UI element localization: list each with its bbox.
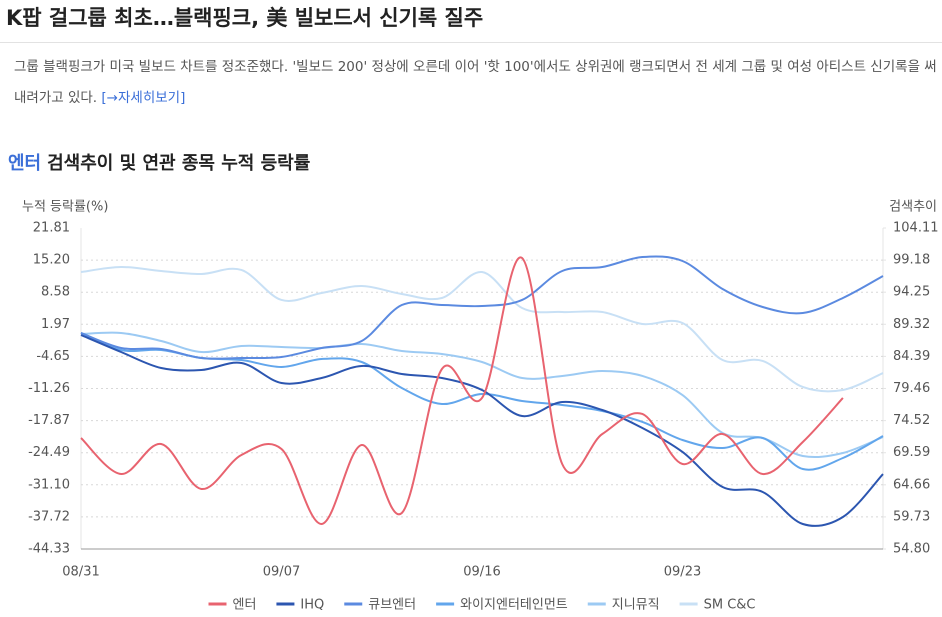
y2-tick-label: 54.80 [893, 542, 930, 557]
y2-tick-label: 94.25 [893, 285, 930, 300]
lines [80, 255, 884, 527]
legend-item: 큐브엔터 [344, 598, 416, 613]
y2-tick-label: 84.39 [893, 349, 930, 364]
legend: 엔터 IHQ 큐브엔터 와이지엔터테인먼트 지니뮤직 SM C&C [208, 598, 756, 613]
legend-label: IHQ [300, 598, 324, 613]
x-tick-label: 09/07 [263, 565, 300, 580]
grid [81, 227, 886, 550]
series-line [80, 266, 884, 393]
legend-label: 지니뮤직 [612, 598, 660, 613]
legend-label: 와이지엔터테인먼트 [460, 598, 568, 613]
y-tick-label: -31.10 [28, 477, 70, 492]
y-tick-label: -17.87 [28, 413, 70, 428]
x-tick-label: 09/23 [664, 565, 701, 580]
y-tick-label: 21.81 [33, 221, 70, 236]
y-tick-label: -11.26 [28, 381, 70, 396]
chart-title: 엔터 검색추이 및 연관 종목 누적 등락률 [8, 153, 310, 174]
y2-tick-label: 59.73 [893, 509, 930, 524]
series-line [80, 331, 884, 459]
y-tick-label: -44.33 [28, 542, 70, 557]
legend-label: SM C&C [704, 598, 756, 613]
series-line [80, 334, 884, 527]
y2-tick-label: 79.46 [893, 381, 930, 396]
y2-tick-label: 89.32 [893, 317, 930, 332]
legend-item: IHQ [276, 598, 324, 613]
y-tick-label: 1.97 [41, 317, 70, 332]
y2-tick-label: 74.52 [893, 413, 930, 428]
legend-item: 지니뮤직 [587, 598, 660, 613]
legend-item: SM C&C [679, 598, 756, 613]
legend-item: 와이지엔터테인먼트 [436, 598, 568, 613]
series-line [80, 256, 844, 526]
legend-label: 큐브엔터 [368, 598, 416, 613]
y2-axis-label: 검색추이 [889, 200, 937, 215]
y-tick-label: 8.58 [41, 285, 70, 300]
summary: 그룹 블랙핑크가 미국 빌보드 차트를 정조준했다. '빌보드 200' 정상에… [14, 52, 938, 114]
headline: K팝 걸그룹 최초…블랙핑크, 美 빌보드서 신기록 질주 [6, 6, 484, 30]
y-axis-label: 누적 등락률(%) [22, 200, 108, 215]
y-tick-label: -37.72 [28, 509, 70, 524]
series-line [80, 332, 884, 471]
detail-link[interactable]: [→자세히보기] [101, 90, 186, 106]
y2-tick-label: 104.11 [893, 221, 939, 236]
y2-tick-label: 64.66 [893, 477, 930, 492]
y-tick-label: 15.20 [33, 253, 70, 268]
title-keyword: 엔터 [8, 153, 41, 174]
legend-label: 엔터 [233, 598, 257, 613]
x-tick-label: 09/16 [463, 565, 500, 580]
y-tick-label: -24.49 [28, 445, 70, 460]
y2-tick-label: 69.59 [893, 445, 930, 460]
legend-item: 엔터 [208, 598, 257, 613]
series-line [80, 255, 884, 360]
y-tick-label: -4.65 [36, 349, 70, 364]
title-text: 검색추이 및 연관 종목 누적 등락률 [47, 153, 310, 174]
summary-text: 그룹 블랙핑크가 미국 빌보드 차트를 정조준했다. '빌보드 200' 정상에… [14, 59, 937, 106]
x-tick-label: 08/31 [62, 565, 99, 580]
y2-tick-label: 99.18 [893, 253, 930, 268]
divider [0, 42, 942, 43]
